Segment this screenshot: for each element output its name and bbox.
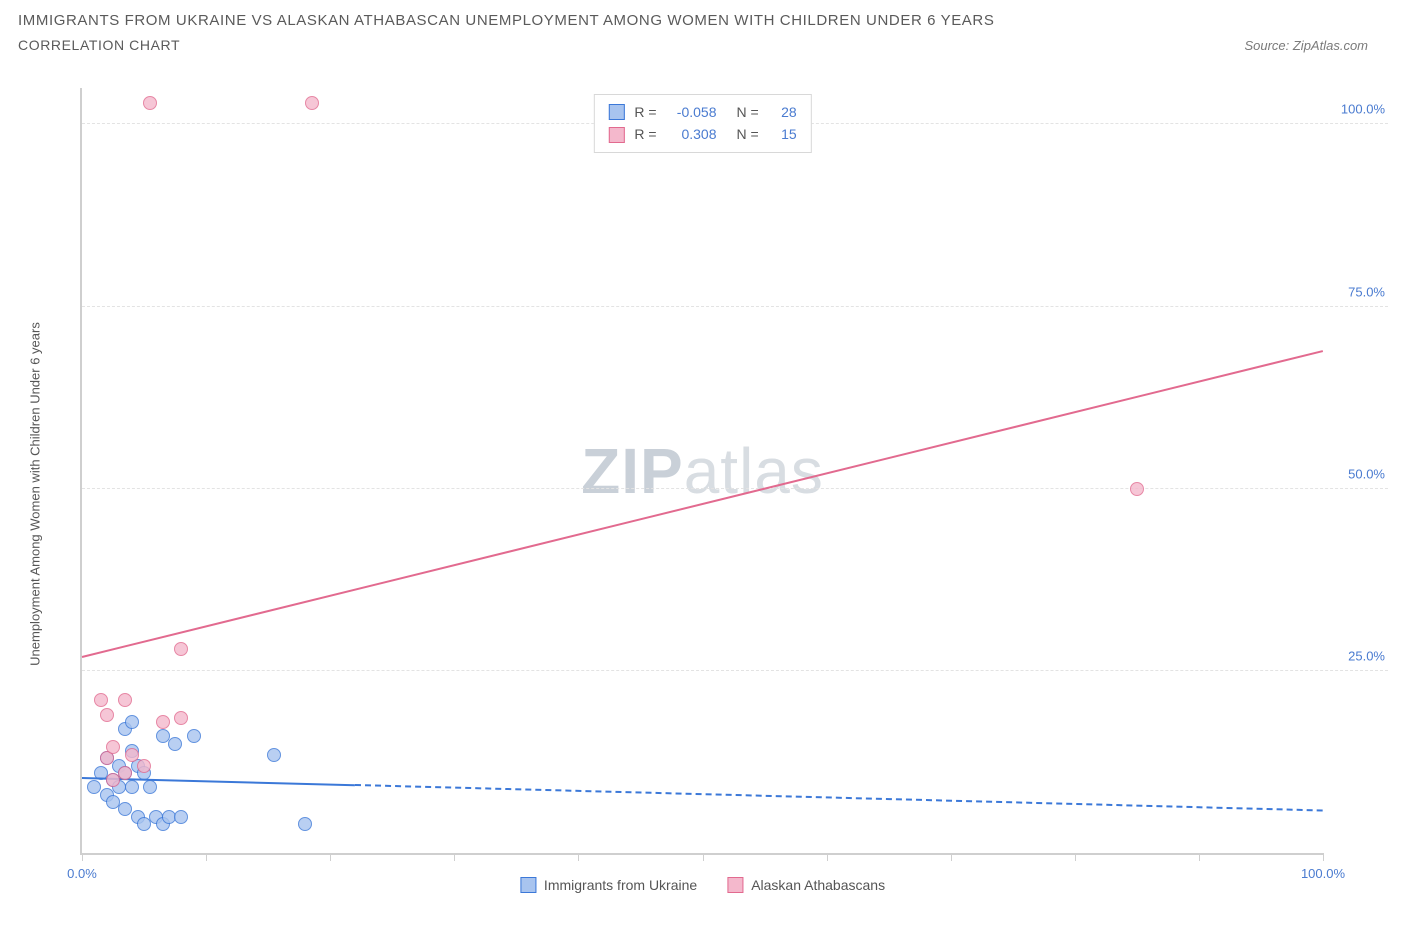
x-tick-label: 100.0% [1301,866,1345,881]
x-tick [330,853,331,861]
data-point-athabascan [174,642,188,656]
legend-swatch [727,877,743,893]
legend-r-label: R = [634,123,656,145]
legend-n-label: N = [737,101,759,123]
legend-item-athabascan: Alaskan Athabascans [727,877,885,893]
legend-row-athabascan: R = 0.308 N = 15 [608,123,796,145]
legend-swatch [608,104,624,120]
x-tick [206,853,207,861]
data-point-athabascan [106,740,120,754]
trend-line [82,350,1323,658]
legend-swatch [608,127,624,143]
legend-r-label: R = [634,101,656,123]
legend-label: Alaskan Athabascans [751,877,885,893]
series-legend: Immigrants from Ukraine Alaskan Athabasca… [520,877,885,893]
x-tick [82,853,83,861]
x-tick [1075,853,1076,861]
data-point-ukraine [267,748,281,762]
data-point-athabascan [118,766,132,780]
x-tick [578,853,579,861]
data-point-athabascan [100,708,114,722]
data-point-athabascan [174,711,188,725]
legend-item-ukraine: Immigrants from Ukraine [520,877,697,893]
legend-row-ukraine: R = -0.058 N = 28 [608,101,796,123]
y-tick-label: 25.0% [1348,648,1385,663]
data-point-athabascan [118,693,132,707]
gridline-h [82,306,1388,307]
y-tick-label: 50.0% [1348,466,1385,481]
x-tick [454,853,455,861]
data-point-ukraine [174,810,188,824]
data-point-athabascan [143,96,157,110]
x-tick [1199,853,1200,861]
data-point-ukraine [125,715,139,729]
legend-swatch [520,877,536,893]
chart-container: Unemployment Among Women with Children U… [50,88,1388,900]
legend-n-value: 15 [769,123,797,145]
legend-n-value: 28 [769,101,797,123]
y-tick-label: 100.0% [1341,102,1385,117]
legend-label: Immigrants from Ukraine [544,877,697,893]
data-point-athabascan [94,693,108,707]
legend-r-value: -0.058 [667,101,717,123]
legend-n-label: N = [737,123,759,145]
y-tick-label: 75.0% [1348,284,1385,299]
y-axis-label: Unemployment Among Women with Children U… [28,322,43,666]
legend-r-value: 0.308 [667,123,717,145]
gridline-h [82,670,1388,671]
title-block: IMMIGRANTS FROM UKRAINE VS ALASKAN ATHAB… [0,0,1406,53]
source-label: Source: ZipAtlas.com [1244,38,1388,53]
chart-title-line2: CORRELATION CHART [18,37,180,53]
x-tick [827,853,828,861]
chart-title-line1: IMMIGRANTS FROM UKRAINE VS ALASKAN ATHAB… [18,12,1388,29]
data-point-athabascan [305,96,319,110]
gridline-h [82,488,1388,489]
data-point-ukraine [168,737,182,751]
x-tick [951,853,952,861]
data-point-athabascan [156,715,170,729]
watermark: ZIPatlas [581,434,824,508]
trend-line [355,784,1323,811]
x-tick [1323,853,1324,861]
data-point-athabascan [1130,482,1144,496]
data-point-ukraine [187,729,201,743]
x-tick [703,853,704,861]
data-point-ukraine [125,780,139,794]
correlation-legend: R = -0.058 N = 28 R = 0.308 N = 15 [593,94,811,153]
watermark-light: atlas [684,435,824,507]
data-point-athabascan [137,759,151,773]
data-point-athabascan [125,748,139,762]
x-tick-label: 0.0% [67,866,97,881]
watermark-bold: ZIP [581,435,684,507]
title-row2: CORRELATION CHART Source: ZipAtlas.com [18,37,1388,53]
data-point-ukraine [143,780,157,794]
data-point-ukraine [298,817,312,831]
plot-area: ZIPatlas R =-0.058N =28R =0.308N =15 Imm… [80,88,1323,855]
